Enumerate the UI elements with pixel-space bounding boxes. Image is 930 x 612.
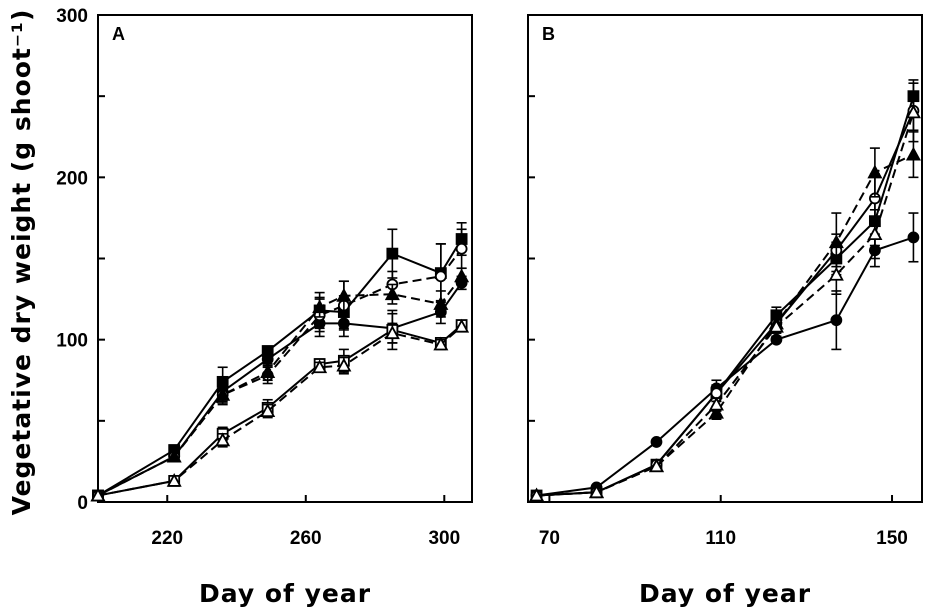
series-line: [536, 95, 915, 497]
data-point: [905, 146, 921, 161]
series-open-square: [92, 309, 468, 502]
data-point: [215, 432, 231, 447]
x-axis-label: Day of year: [199, 579, 371, 608]
data-point: [336, 287, 352, 302]
panel-label: A: [112, 24, 125, 44]
data-point: [830, 314, 843, 327]
data-point: [433, 336, 449, 351]
series-filled-circle: [92, 275, 468, 502]
y-tick-label: 100: [56, 331, 88, 352]
data-point: [312, 359, 328, 374]
data-point: [648, 458, 664, 473]
y-tick-label: 200: [56, 168, 88, 189]
x-tick-label: 300: [428, 528, 460, 549]
data-point: [433, 296, 449, 310]
x-tick-label: 70: [539, 528, 560, 549]
series-filled-square: [530, 79, 920, 502]
plot-frame: [527, 14, 923, 503]
x-tick-label: 110: [705, 528, 736, 549]
series-line: [536, 110, 915, 497]
series-open-circle: [92, 228, 468, 502]
data-point: [166, 448, 182, 463]
data-point: [828, 234, 844, 249]
data-point: [454, 318, 470, 333]
data-point: [768, 318, 784, 333]
data-point: [166, 473, 182, 487]
data-point: [215, 386, 231, 401]
data-point: [650, 436, 663, 448]
data-point: [708, 396, 724, 411]
data-point: [336, 357, 352, 372]
data-point: [384, 286, 400, 301]
data-point: [905, 104, 921, 119]
series-filled-triangle: [90, 267, 470, 502]
series-line: [536, 153, 914, 497]
y-tick-label: 0: [77, 493, 88, 514]
data-point: [828, 266, 844, 281]
y-axis-label: Vegetative dry weight (g shoot⁻¹): [7, 9, 36, 516]
series-open-circle: [530, 90, 920, 502]
data-point: [261, 353, 274, 366]
series-line: [536, 112, 915, 497]
series-open-triangle: [529, 82, 921, 502]
data-point: [708, 404, 724, 419]
data-point: [455, 242, 468, 255]
panel-a: A 220 260 300 0 100 200 300 Day of year: [56, 6, 473, 608]
data-point: [529, 487, 545, 502]
x-tick-label: 150: [876, 528, 908, 549]
series-open-triangle: [90, 318, 470, 502]
series-filled-triangle: [529, 131, 921, 502]
data-point: [434, 270, 447, 283]
x-axis-label: Day of year: [639, 579, 811, 608]
series-line: [97, 325, 463, 497]
panel-label: B: [542, 24, 555, 44]
series-line: [97, 248, 463, 497]
panel-b: B 70 110 150 Day of year: [527, 14, 923, 608]
data-point: [260, 403, 276, 417]
data-point: [312, 299, 328, 314]
data-point: [907, 231, 920, 244]
y-tick-label: 300: [56, 6, 88, 27]
x-tick-label: 260: [290, 528, 322, 549]
data-point: [454, 268, 470, 283]
data-point: [386, 247, 399, 260]
data-point: [260, 364, 276, 379]
data-point: [589, 484, 605, 499]
x-tick-label: 220: [151, 528, 183, 549]
series-line: [536, 236, 914, 497]
data-point: [867, 226, 883, 241]
series-filled-circle: [530, 212, 920, 502]
plot-frame: [97, 14, 473, 503]
series-line: [97, 238, 463, 497]
data-point: [867, 164, 883, 179]
data-point: [90, 487, 106, 502]
data-point: [384, 325, 400, 340]
